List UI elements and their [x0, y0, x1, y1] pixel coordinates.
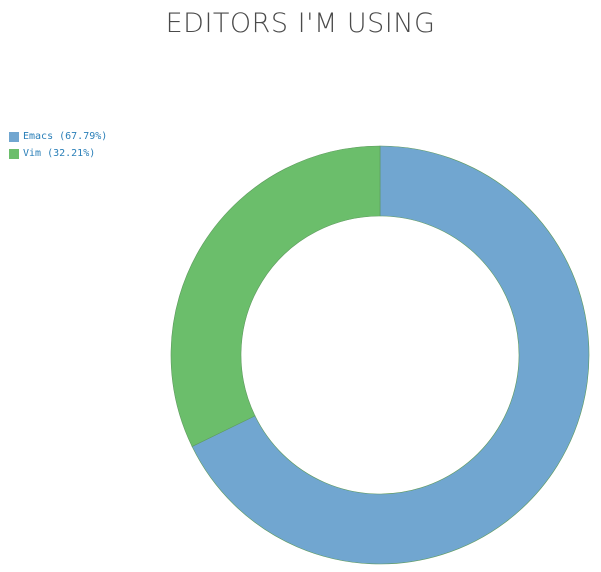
chart-legend: Emacs (67.79%) Vim (32.21%)	[9, 128, 107, 162]
legend-label-emacs: Emacs (67.79%)	[23, 131, 108, 142]
legend-swatch-emacs	[9, 131, 19, 142]
legend-swatch-vim	[9, 148, 19, 159]
legend-item-emacs[interactable]: Emacs (67.79%)	[9, 128, 107, 145]
donut-slices	[170, 145, 590, 565]
slice-vim[interactable]	[170, 145, 381, 447]
chart-title: EDITORS I'M USING	[165, 8, 436, 39]
slice-emacs[interactable]	[191, 145, 590, 565]
legend-label-vim: Vim (32.21%)	[23, 148, 96, 159]
legend-item-vim[interactable]: Vim (32.21%)	[9, 145, 107, 162]
